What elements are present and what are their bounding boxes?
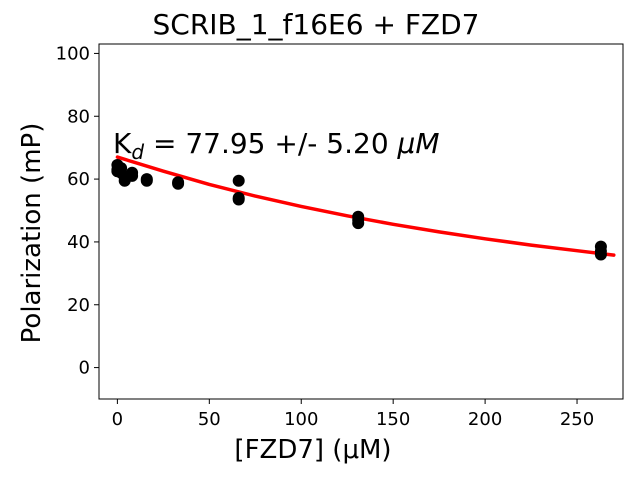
kd-unit: μM (397, 127, 440, 160)
plot-frame (98, 43, 624, 400)
y-tick-label: 100 (56, 43, 90, 64)
data-point (126, 169, 139, 182)
kd-base: K (113, 127, 132, 160)
y-tick-label: 0 (79, 358, 90, 379)
kd-value: = 77.95 +/- 5.20 (144, 127, 397, 160)
data-point (140, 174, 153, 187)
data-point (352, 217, 365, 230)
y-tick-label: 60 (67, 169, 90, 190)
x-tick-label: 0 (112, 409, 123, 430)
fit-curve (115, 155, 616, 257)
kd-subscript: d (131, 140, 144, 164)
x-tick-label: 200 (468, 409, 502, 430)
x-axis-label: [FZD7] (μM) (234, 435, 391, 465)
kd-annotation: Kd = 77.95 +/- 5.20 μM (113, 127, 440, 164)
plot-area (111, 155, 616, 261)
x-tick-label: 150 (376, 409, 410, 430)
x-tick-label: 250 (560, 409, 594, 430)
axis-ticks: 0 50 100 150 200 250 0 20 40 60 80 100 (56, 43, 595, 430)
y-tick-label: 20 (67, 295, 90, 316)
x-tick-label: 50 (198, 409, 221, 430)
y-tick-label: 40 (67, 232, 90, 253)
chart-title: SCRIB_1_f16E6 + FZD7 (153, 8, 480, 41)
y-tick-label: 80 (67, 106, 90, 127)
data-point (232, 193, 245, 206)
y-axis-label: Polarization (mP) (17, 123, 47, 344)
data-point (232, 174, 245, 187)
data-point (594, 248, 607, 261)
x-tick-label: 100 (284, 409, 318, 430)
data-point (172, 177, 185, 190)
